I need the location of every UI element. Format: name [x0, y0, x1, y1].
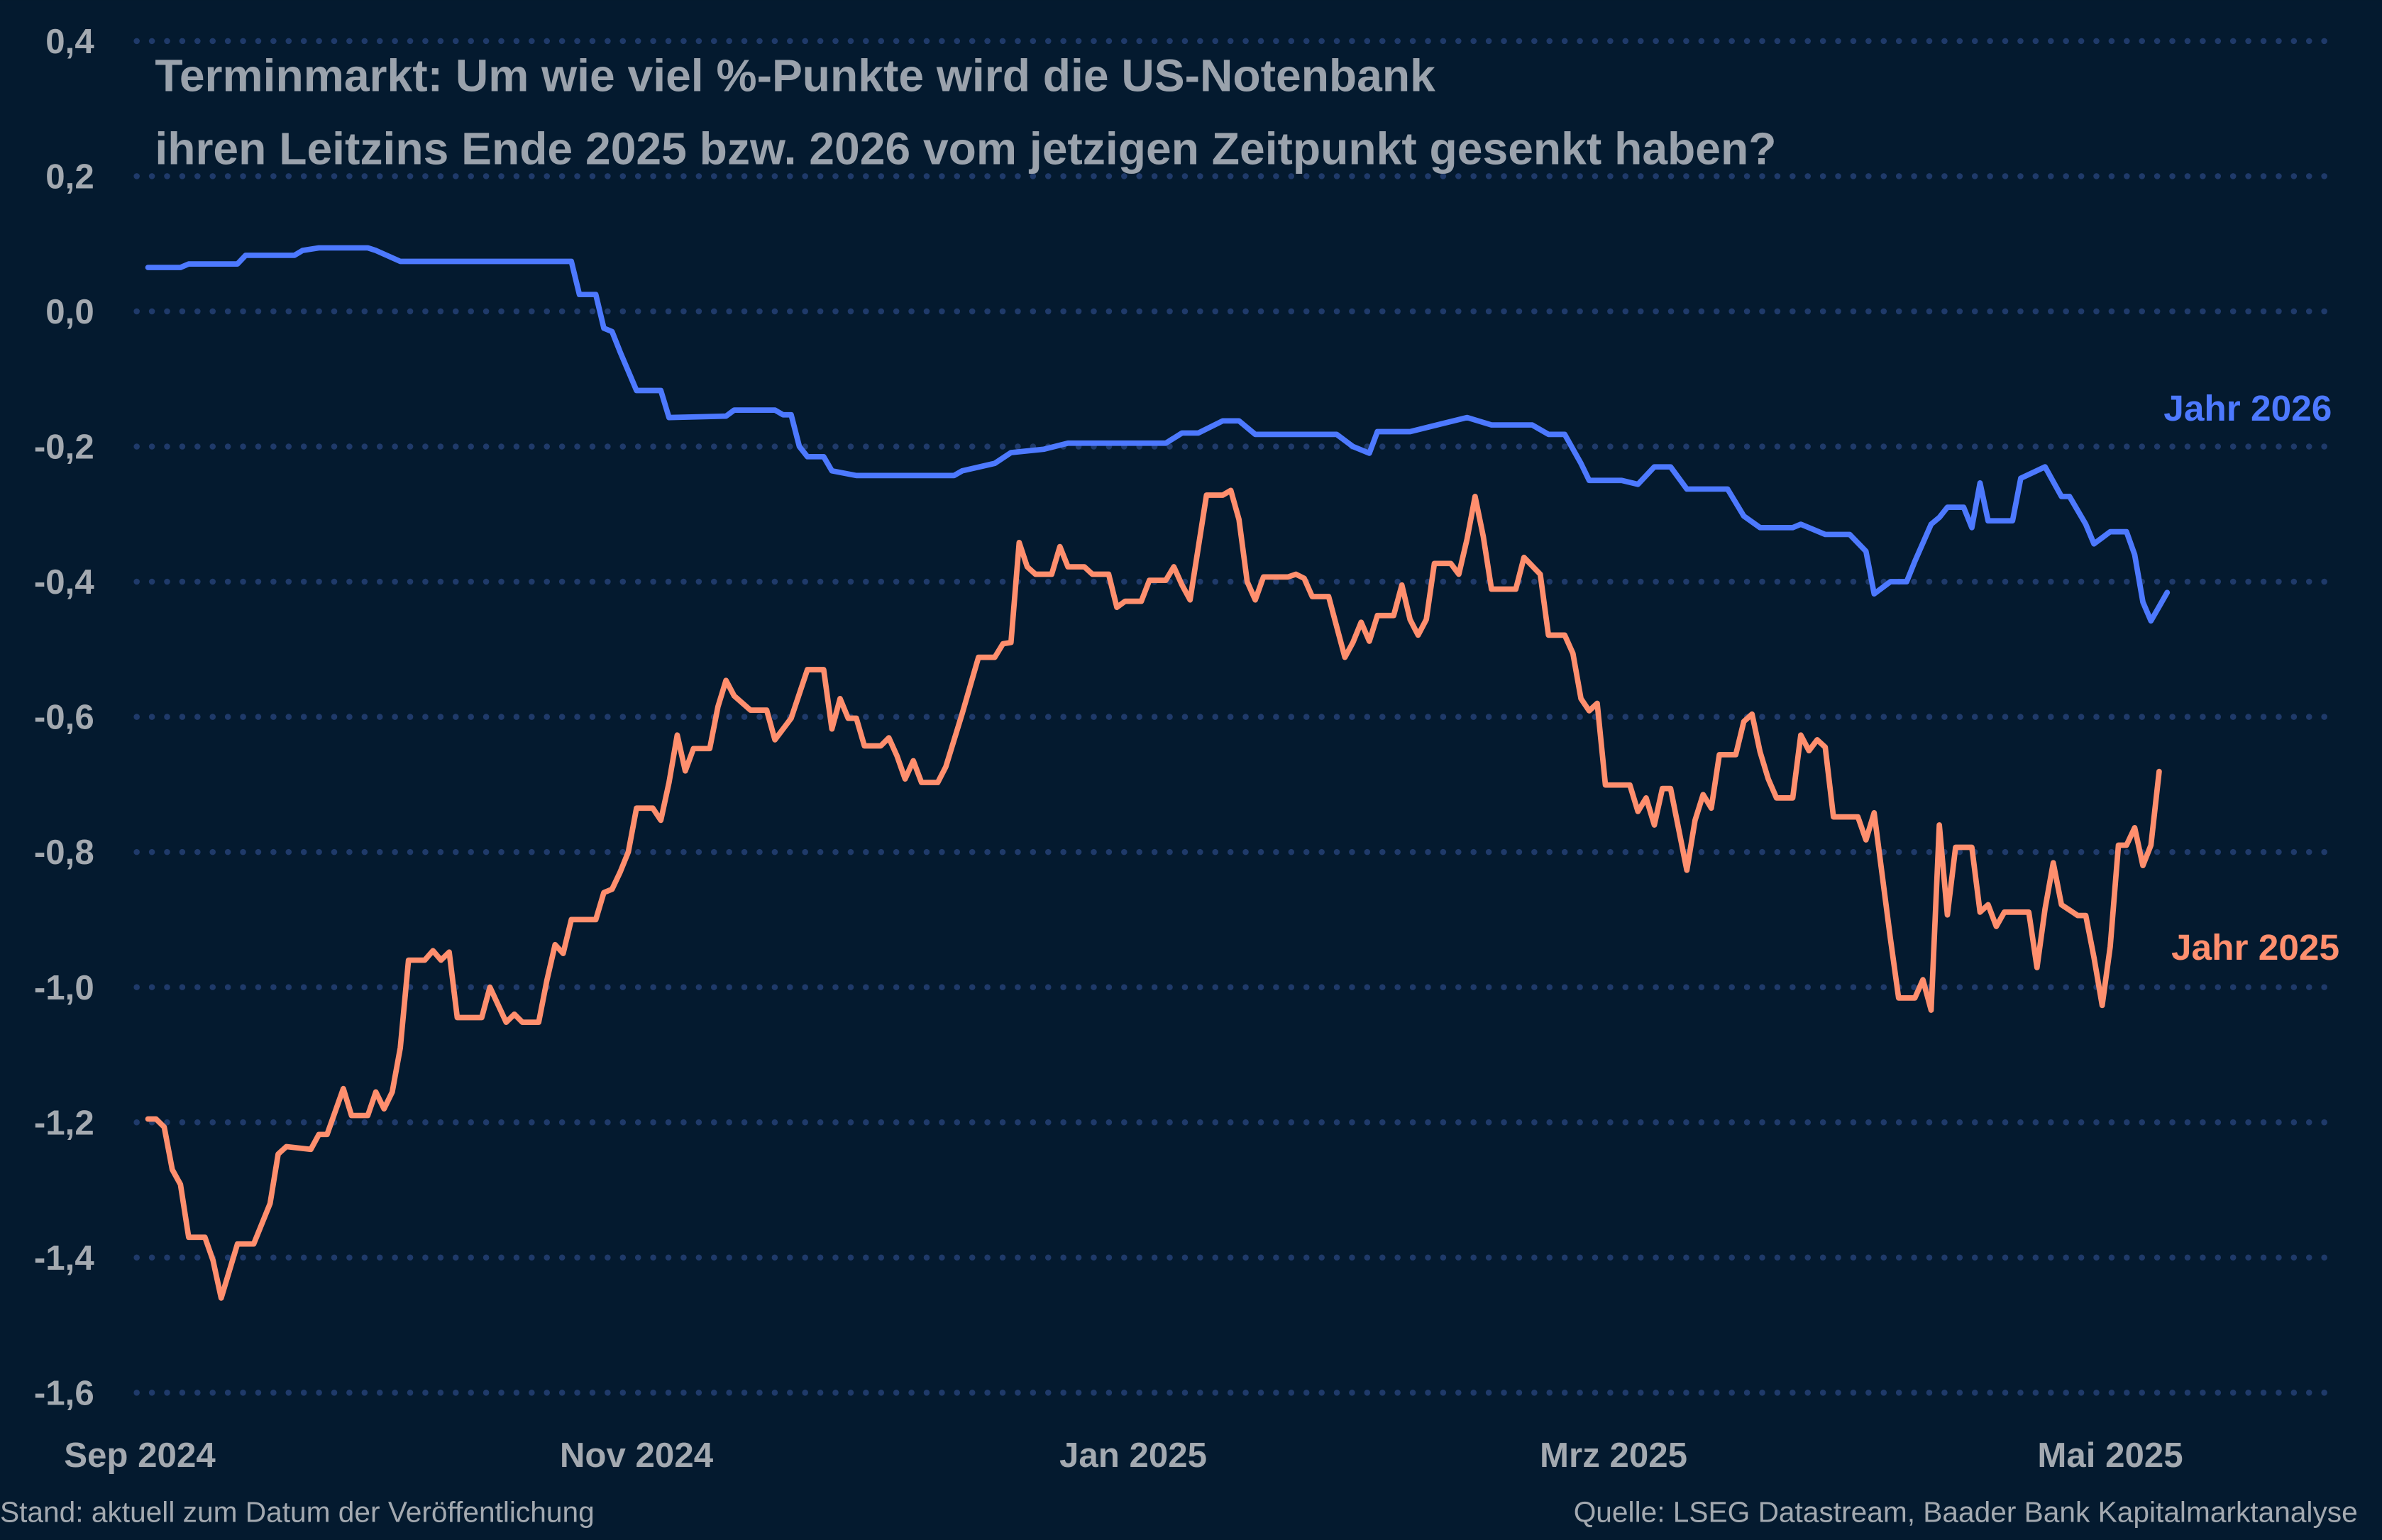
- y-tick-label: -1,2: [34, 1103, 94, 1142]
- series-line-jahr-2025: [145, 487, 2162, 1301]
- gridlines: [133, 38, 2331, 1396]
- series-line-jahr-2026: [145, 245, 2171, 624]
- y-tick-label: -0,2: [34, 428, 94, 467]
- chart-title-line-2: ihren Leitzins Ende 2025 bzw. 2026 vom j…: [155, 123, 1776, 174]
- y-tick-label: 0,0: [45, 292, 94, 331]
- footer-left: Stand: aktuell zum Datum der Veröffentli…: [0, 1495, 595, 1528]
- x-tick-label: Sep 2024: [64, 1436, 216, 1475]
- x-tick-label: Jan 2025: [1059, 1436, 1207, 1475]
- series-lines: [145, 245, 2171, 1301]
- y-tick-label: -1,0: [34, 968, 94, 1007]
- series-label-2026: Jahr 2026: [2163, 387, 2332, 428]
- x-tick-label: Mai 2025: [2037, 1436, 2183, 1475]
- y-tick-label: -0,4: [34, 563, 94, 602]
- y-tick-label: -0,8: [34, 833, 94, 872]
- y-tick-label: -1,6: [34, 1373, 94, 1412]
- y-tick-label: 0,2: [45, 157, 94, 196]
- y-tick-label: -0,6: [34, 698, 94, 737]
- footer-source: Quelle: LSEG Datastream, Baader Bank Kap…: [1574, 1495, 2358, 1528]
- y-tick-label: -1,4: [34, 1239, 94, 1278]
- x-tick-label: Mrz 2025: [1540, 1436, 1687, 1475]
- y-tick-label: 0,4: [45, 22, 94, 61]
- x-tick-label: Nov 2024: [560, 1436, 714, 1475]
- chart-title-line-1: Terminmarkt: Um wie viel %-Punkte wird d…: [155, 50, 1435, 101]
- x-axis-ticks: Sep 2024 Nov 2024 Jan 2025 Mrz 2025 Mai 2025: [64, 1436, 2183, 1475]
- y-axis-ticks: 0,4 0,2 0,0 -0,2 -0,4 -0,6 -0,8 -1,0 -1,2 -1,4 -1,…: [34, 22, 94, 1412]
- series-label-2025: Jahr 2025: [2171, 926, 2339, 968]
